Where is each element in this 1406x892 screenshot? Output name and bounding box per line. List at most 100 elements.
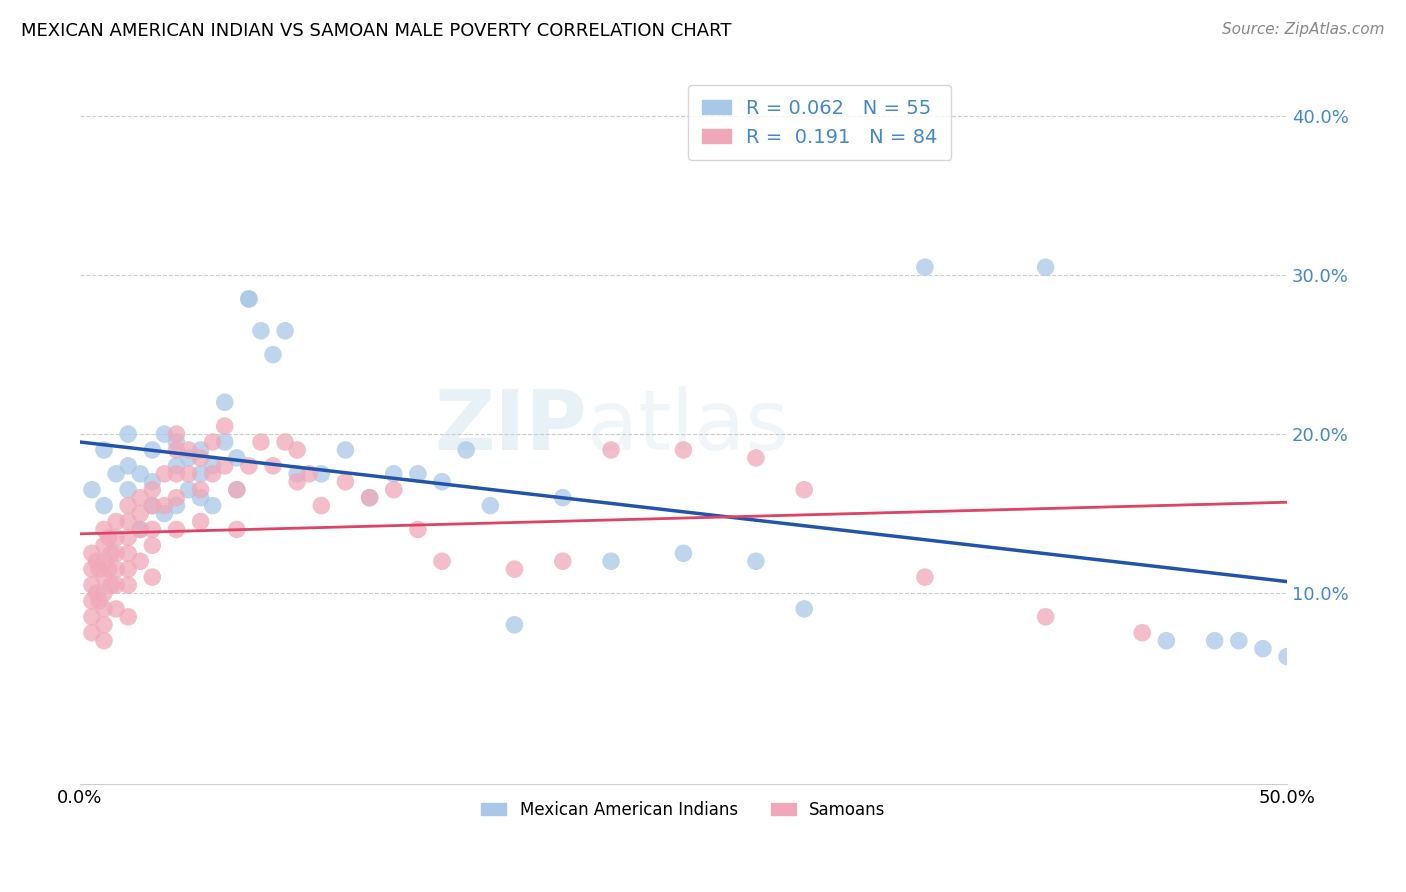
- Point: [250, 435, 273, 450]
- Point: [745, 554, 768, 568]
- Point: [177, 442, 200, 457]
- Text: Source: ZipAtlas.com: Source: ZipAtlas.com: [1222, 22, 1385, 37]
- Point: [406, 523, 429, 537]
- Point: [201, 467, 224, 481]
- Point: [97, 530, 120, 544]
- Point: [105, 467, 128, 481]
- Point: [165, 523, 187, 537]
- Point: [105, 602, 128, 616]
- Point: [141, 499, 163, 513]
- Point: [93, 602, 115, 616]
- Point: [311, 467, 333, 481]
- Point: [1204, 633, 1226, 648]
- Point: [1251, 641, 1274, 656]
- Point: [285, 442, 308, 457]
- Point: [93, 442, 115, 457]
- Point: [141, 570, 163, 584]
- Point: [479, 499, 502, 513]
- Point: [93, 586, 115, 600]
- Point: [250, 324, 273, 338]
- Point: [600, 442, 623, 457]
- Point: [298, 467, 321, 481]
- Text: atlas: atlas: [586, 385, 789, 467]
- Point: [86, 586, 108, 600]
- Point: [105, 515, 128, 529]
- Point: [190, 515, 212, 529]
- Point: [165, 499, 187, 513]
- Legend: Mexican American Indians, Samoans: Mexican American Indians, Samoans: [475, 794, 893, 825]
- Point: [225, 450, 247, 465]
- Point: [141, 523, 163, 537]
- Point: [93, 633, 115, 648]
- Point: [190, 450, 212, 465]
- Point: [311, 499, 333, 513]
- Point: [93, 523, 115, 537]
- Point: [117, 458, 139, 473]
- Point: [165, 458, 187, 473]
- Point: [105, 546, 128, 560]
- Point: [225, 483, 247, 497]
- Point: [117, 578, 139, 592]
- Point: [153, 507, 176, 521]
- Point: [93, 499, 115, 513]
- Point: [100, 578, 122, 592]
- Point: [285, 475, 308, 489]
- Point: [80, 546, 103, 560]
- Point: [153, 427, 176, 442]
- Point: [225, 523, 247, 537]
- Point: [93, 538, 115, 552]
- Point: [141, 442, 163, 457]
- Point: [80, 594, 103, 608]
- Point: [1156, 633, 1178, 648]
- Point: [335, 475, 357, 489]
- Point: [359, 491, 381, 505]
- Point: [914, 570, 936, 584]
- Point: [105, 578, 128, 592]
- Point: [190, 491, 212, 505]
- Point: [117, 562, 139, 576]
- Text: ZIP: ZIP: [434, 385, 586, 467]
- Point: [117, 530, 139, 544]
- Point: [141, 483, 163, 497]
- Point: [225, 483, 247, 497]
- Point: [1227, 633, 1250, 648]
- Point: [93, 570, 115, 584]
- Point: [141, 475, 163, 489]
- Point: [117, 546, 139, 560]
- Point: [214, 458, 236, 473]
- Point: [214, 395, 236, 409]
- Point: [1035, 610, 1057, 624]
- Point: [165, 442, 187, 457]
- Point: [214, 419, 236, 434]
- Point: [177, 483, 200, 497]
- Point: [89, 594, 111, 608]
- Point: [262, 458, 284, 473]
- Point: [93, 554, 115, 568]
- Point: [117, 483, 139, 497]
- Point: [177, 450, 200, 465]
- Point: [503, 617, 526, 632]
- Point: [430, 475, 453, 489]
- Point: [456, 442, 478, 457]
- Point: [129, 523, 152, 537]
- Point: [100, 546, 122, 560]
- Point: [190, 467, 212, 481]
- Point: [80, 483, 103, 497]
- Point: [165, 427, 187, 442]
- Point: [129, 467, 152, 481]
- Point: [285, 467, 308, 481]
- Point: [177, 467, 200, 481]
- Point: [238, 458, 260, 473]
- Point: [93, 617, 115, 632]
- Point: [141, 499, 163, 513]
- Point: [80, 625, 103, 640]
- Point: [262, 348, 284, 362]
- Point: [1035, 260, 1057, 275]
- Point: [80, 610, 103, 624]
- Point: [201, 435, 224, 450]
- Text: MEXICAN AMERICAN INDIAN VS SAMOAN MALE POVERTY CORRELATION CHART: MEXICAN AMERICAN INDIAN VS SAMOAN MALE P…: [21, 22, 731, 40]
- Point: [153, 499, 176, 513]
- Point: [214, 435, 236, 450]
- Point: [672, 546, 695, 560]
- Point: [129, 507, 152, 521]
